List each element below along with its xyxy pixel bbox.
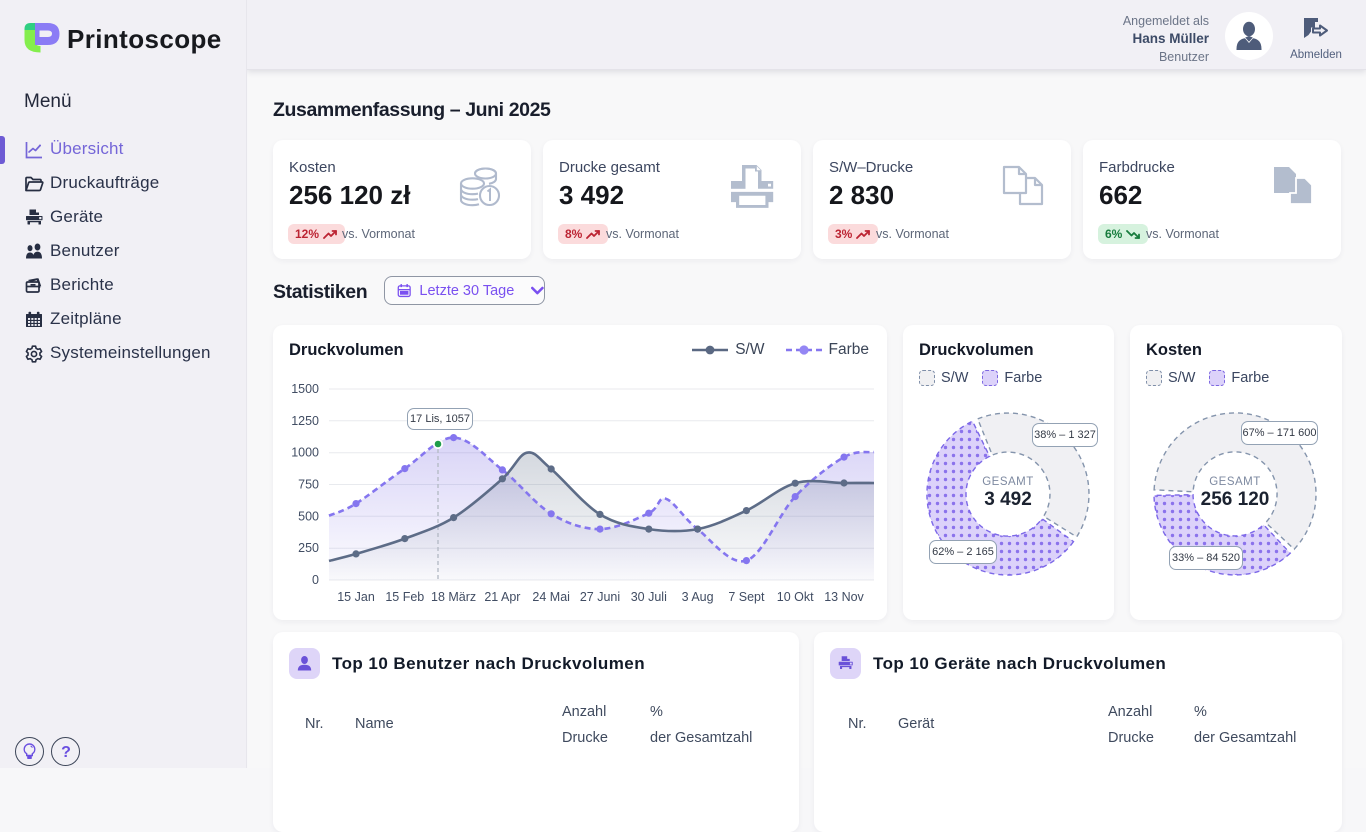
svg-text:21 Apr: 21 Apr	[484, 590, 520, 604]
svg-text:1250: 1250	[291, 414, 319, 428]
svg-text:30 Juli: 30 Juli	[631, 590, 667, 604]
svg-text:7 Sept: 7 Sept	[728, 590, 765, 604]
svg-text:13 Nov: 13 Nov	[824, 590, 864, 604]
svg-text:250: 250	[298, 541, 319, 555]
svg-text:15 Feb: 15 Feb	[385, 590, 424, 604]
svg-text:15 Jan: 15 Jan	[337, 590, 375, 604]
svg-text:1000: 1000	[291, 446, 319, 460]
svg-text:0: 0	[312, 573, 319, 587]
svg-text:1500: 1500	[291, 382, 319, 396]
svg-text:24 Mai: 24 Mai	[532, 590, 570, 604]
svg-text:500: 500	[298, 509, 319, 523]
svg-text:750: 750	[298, 478, 319, 492]
svg-text:3 Aug: 3 Aug	[682, 590, 714, 604]
svg-text:10 Okt: 10 Okt	[777, 590, 814, 604]
svg-text:?: ?	[61, 744, 71, 761]
svg-text:18 März: 18 März	[431, 590, 476, 604]
svg-text:27 Juni: 27 Juni	[580, 590, 620, 604]
